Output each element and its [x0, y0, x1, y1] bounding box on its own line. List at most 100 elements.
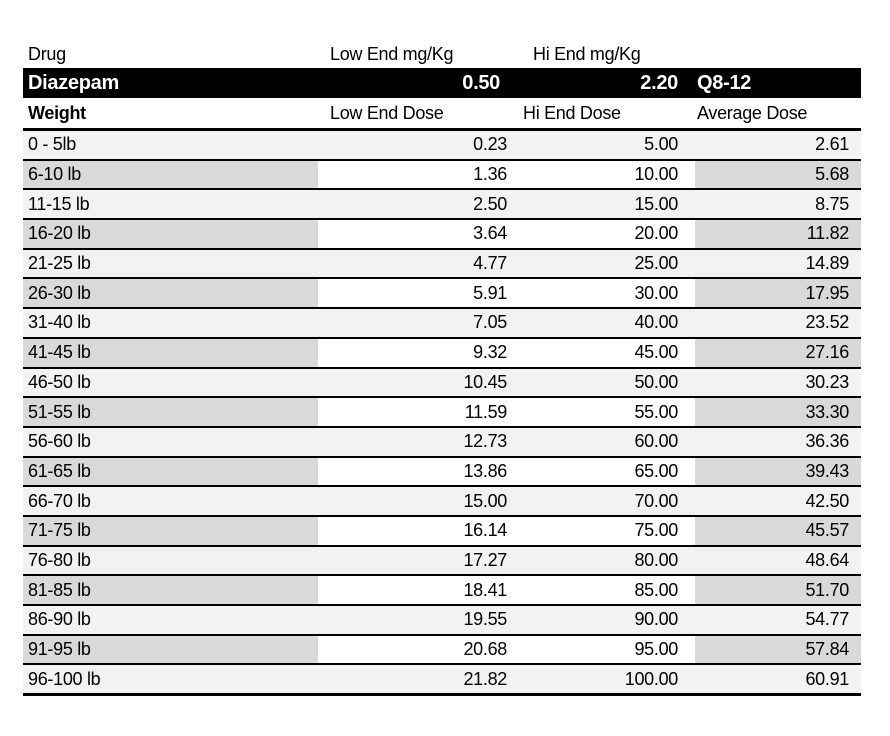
average-dose: 39.43 — [695, 456, 861, 488]
hi-end-dose: 95.00 — [510, 634, 695, 666]
weight-range: 61-65 lb — [23, 456, 318, 488]
low-end-dose: 19.55 — [318, 605, 510, 636]
hi-end-dose: 75.00 — [510, 515, 695, 547]
selected-drug-row: Diazepam 0.50 2.20 Q8-12 — [23, 68, 861, 98]
hi-end-dose: 15.00 — [510, 189, 695, 221]
drug-frequency: Q8-12 — [695, 68, 861, 98]
hi-end-dose: 30.00 — [510, 278, 695, 310]
low-end-dose: 13.86 — [318, 456, 510, 488]
average-dose: 30.23 — [695, 367, 861, 399]
table-row: 76-80 lb 17.27 80.00 48.64 — [23, 545, 861, 577]
weight-range: 56-60 lb — [23, 426, 318, 458]
hi-end-dose: 60.00 — [510, 426, 695, 458]
table-row: 71-75 lb 16.14 75.00 45.57 — [23, 515, 861, 547]
weight-range: 16-20 lb — [23, 219, 318, 250]
low-end-dose: 7.05 — [318, 308, 510, 339]
hi-end-dose: 40.00 — [510, 308, 695, 339]
table-row: 26-30 lb 5.91 30.00 17.95 — [23, 278, 861, 310]
average-dose: 23.52 — [695, 308, 861, 339]
average-dose: 54.77 — [695, 605, 861, 636]
hi-end-mgkg-column-header: Hi End mg/Kg — [510, 40, 695, 68]
hi-end-dose: 90.00 — [510, 605, 695, 636]
weight-range: 81-85 lb — [23, 575, 318, 606]
average-dose: 17.95 — [695, 278, 861, 310]
hi-end-dose: 20.00 — [510, 219, 695, 250]
drug-header-empty-cell — [695, 40, 861, 68]
average-dose: 5.68 — [695, 159, 861, 191]
average-dose: 2.61 — [695, 129, 861, 161]
hi-end-dose: 80.00 — [510, 545, 695, 577]
table-row: 56-60 lb 12.73 60.00 36.36 — [23, 426, 861, 458]
hi-end-dose-column-header: Hi End Dose — [510, 98, 695, 131]
weight-range: 96-100 lb — [23, 664, 318, 697]
drug-hi-end-mgkg: 2.20 — [510, 68, 695, 98]
table-row: 31-40 lb 7.05 40.00 23.52 — [23, 308, 861, 339]
low-end-dose: 17.27 — [318, 545, 510, 577]
table-row: 46-50 lb 10.45 50.00 30.23 — [23, 367, 861, 399]
hi-end-dose: 5.00 — [510, 129, 695, 161]
weight-range: 66-70 lb — [23, 486, 318, 517]
table-row: 81-85 lb 18.41 85.00 51.70 — [23, 575, 861, 606]
low-end-dose: 11.59 — [318, 397, 510, 428]
hi-end-dose: 10.00 — [510, 159, 695, 191]
table-row: 11-15 lb 2.50 15.00 8.75 — [23, 189, 861, 221]
low-end-dose: 5.91 — [318, 278, 510, 310]
low-end-mgkg-column-header: Low End mg/Kg — [318, 40, 510, 68]
table-row: 0 - 5lb 0.23 5.00 2.61 — [23, 129, 861, 161]
drug-name: Diazepam — [23, 68, 318, 98]
table-row: 6-10 lb 1.36 10.00 5.68 — [23, 159, 861, 191]
weight-range: 31-40 lb — [23, 308, 318, 339]
drug-column-header: Drug — [23, 40, 318, 68]
low-end-dose: 9.32 — [318, 337, 510, 369]
hi-end-dose: 70.00 — [510, 486, 695, 517]
hi-end-dose: 55.00 — [510, 397, 695, 428]
hi-end-dose: 100.00 — [510, 664, 695, 697]
table-row: 86-90 lb 19.55 90.00 54.77 — [23, 605, 861, 636]
table-row: 41-45 lb 9.32 45.00 27.16 — [23, 337, 861, 369]
average-dose: 27.16 — [695, 337, 861, 369]
average-dose: 45.57 — [695, 515, 861, 547]
table-row: 66-70 lb 15.00 70.00 42.50 — [23, 486, 861, 517]
weight-range: 0 - 5lb — [23, 129, 318, 161]
weight-range: 91-95 lb — [23, 634, 318, 666]
drug-dosing-table: Drug Low End mg/Kg Hi End mg/Kg Diazepam… — [23, 40, 861, 697]
weight-range: 21-25 lb — [23, 248, 318, 280]
low-end-dose: 20.68 — [318, 634, 510, 666]
weight-range: 41-45 lb — [23, 337, 318, 369]
low-end-dose: 21.82 — [318, 664, 510, 697]
average-dose: 8.75 — [695, 189, 861, 221]
low-end-dose: 3.64 — [318, 219, 510, 250]
table-row: 21-25 lb 4.77 25.00 14.89 — [23, 248, 861, 280]
hi-end-dose: 65.00 — [510, 456, 695, 488]
average-dose: 57.84 — [695, 634, 861, 666]
average-dose-column-header: Average Dose — [695, 98, 861, 131]
hi-end-dose: 25.00 — [510, 248, 695, 280]
low-end-dose: 12.73 — [318, 426, 510, 458]
weight-range: 6-10 lb — [23, 159, 318, 191]
table-row: 96-100 lb 21.82 100.00 60.91 — [23, 664, 861, 697]
weight-range: 11-15 lb — [23, 189, 318, 221]
weight-range: 86-90 lb — [23, 605, 318, 636]
average-dose: 36.36 — [695, 426, 861, 458]
hi-end-dose: 50.00 — [510, 367, 695, 399]
hi-end-dose: 85.00 — [510, 575, 695, 606]
average-dose: 42.50 — [695, 486, 861, 517]
low-end-dose-column-header: Low End Dose — [318, 98, 510, 131]
weight-range: 26-30 lb — [23, 278, 318, 310]
low-end-dose: 16.14 — [318, 515, 510, 547]
average-dose: 48.64 — [695, 545, 861, 577]
table-row: 16-20 lb 3.64 20.00 11.82 — [23, 219, 861, 250]
weight-range: 46-50 lb — [23, 367, 318, 399]
average-dose: 14.89 — [695, 248, 861, 280]
low-end-dose: 18.41 — [318, 575, 510, 606]
weight-column-header: Weight — [23, 98, 318, 131]
table-row: 91-95 lb 20.68 95.00 57.84 — [23, 634, 861, 666]
low-end-dose: 2.50 — [318, 189, 510, 221]
low-end-dose: 15.00 — [318, 486, 510, 517]
table-row: 51-55 lb 11.59 55.00 33.30 — [23, 397, 861, 428]
average-dose: 60.91 — [695, 664, 861, 697]
average-dose: 11.82 — [695, 219, 861, 250]
low-end-dose: 4.77 — [318, 248, 510, 280]
average-dose: 33.30 — [695, 397, 861, 428]
